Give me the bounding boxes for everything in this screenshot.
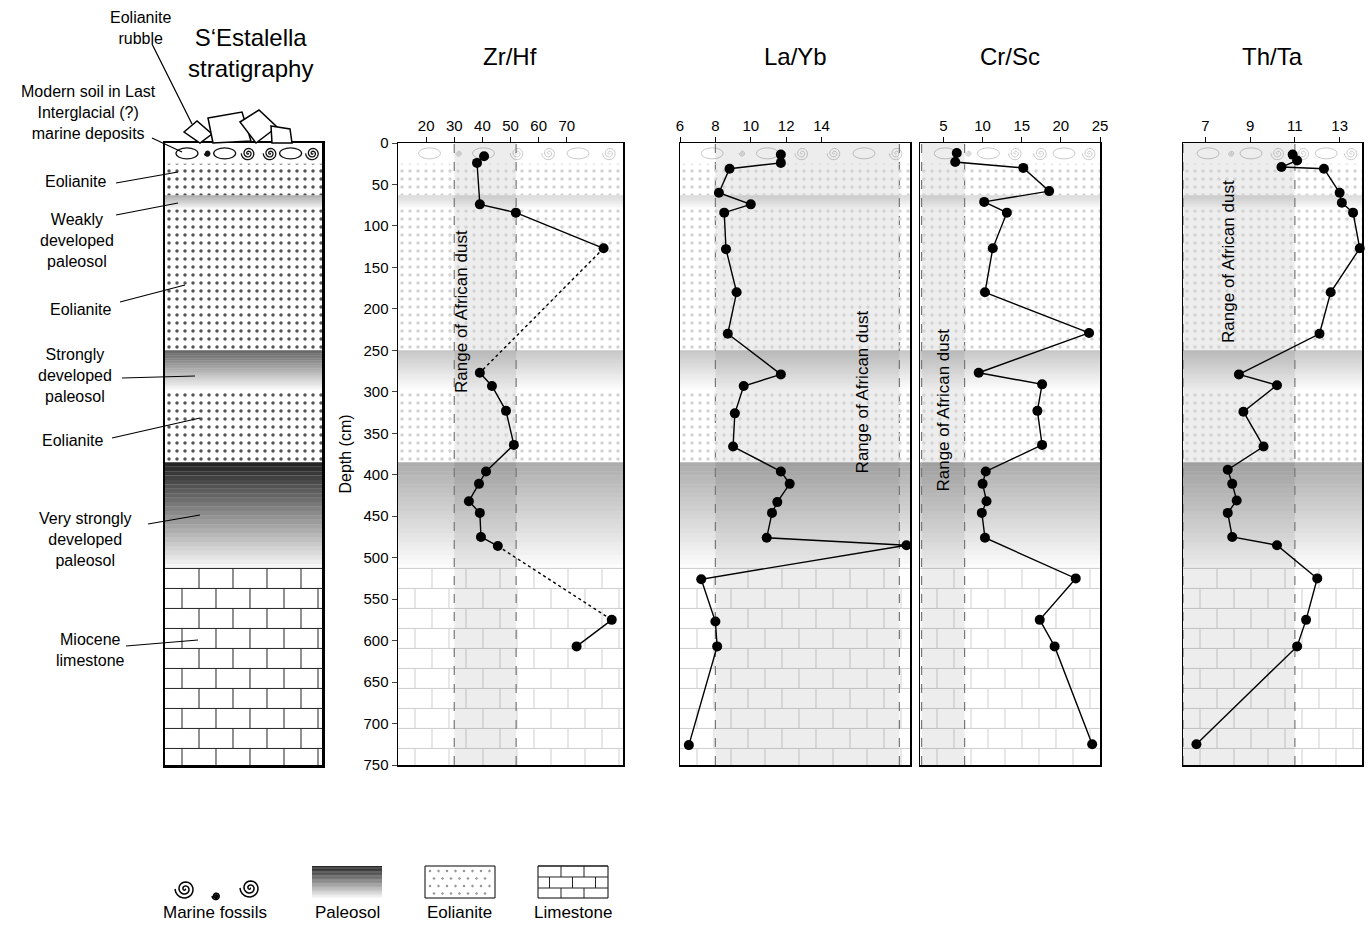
svg-text:550: 550 — [363, 590, 388, 607]
svg-text:Eolianite: Eolianite — [427, 903, 492, 922]
svg-text:400: 400 — [363, 466, 388, 483]
svg-text:20: 20 — [418, 117, 435, 134]
svg-text:Depth (cm): Depth (cm) — [337, 414, 354, 493]
svg-text:Marine fossils: Marine fossils — [163, 903, 267, 922]
svg-text:Range of African dust: Range of African dust — [1219, 180, 1238, 343]
svg-text:Eolianite: Eolianite — [45, 173, 106, 190]
svg-text:5: 5 — [939, 117, 947, 134]
svg-text:Very stronglydevelopedpaleosol: Very stronglydevelopedpaleosol — [39, 510, 131, 569]
svg-text:8: 8 — [711, 117, 719, 134]
svg-text:30: 30 — [446, 117, 463, 134]
svg-text:100: 100 — [363, 217, 388, 234]
svg-text:25: 25 — [1092, 117, 1109, 134]
svg-text:50: 50 — [372, 176, 389, 193]
svg-text:700: 700 — [363, 715, 388, 732]
svg-text:La/Yb: La/Yb — [764, 43, 827, 70]
svg-text:Stronglydevelopedpaleosol: Stronglydevelopedpaleosol — [38, 346, 112, 405]
svg-text:Weaklydevelopedpaleosol: Weaklydevelopedpaleosol — [40, 211, 114, 270]
svg-text:6: 6 — [676, 117, 684, 134]
svg-text:300: 300 — [363, 383, 388, 400]
svg-text:60: 60 — [530, 117, 547, 134]
svg-text:150: 150 — [363, 259, 388, 276]
svg-text:Paleosol: Paleosol — [315, 903, 380, 922]
svg-text:250: 250 — [363, 342, 388, 359]
svg-text:650: 650 — [363, 673, 388, 690]
svg-text:Range of African dust: Range of African dust — [853, 311, 872, 474]
svg-text:13: 13 — [1331, 117, 1348, 134]
svg-text:14: 14 — [813, 117, 830, 134]
svg-text:12: 12 — [778, 117, 795, 134]
svg-text:Range of African dust: Range of African dust — [452, 230, 471, 393]
svg-text:50: 50 — [502, 117, 519, 134]
svg-text:10: 10 — [974, 117, 991, 134]
svg-text:350: 350 — [363, 425, 388, 442]
svg-text:10: 10 — [742, 117, 759, 134]
svg-text:Cr/Sc: Cr/Sc — [980, 43, 1040, 70]
svg-text:450: 450 — [363, 507, 388, 524]
svg-text:200: 200 — [363, 300, 388, 317]
svg-text:15: 15 — [1013, 117, 1030, 134]
svg-text:20: 20 — [1053, 117, 1070, 134]
svg-text:9: 9 — [1246, 117, 1254, 134]
svg-text:Eolianite: Eolianite — [42, 432, 103, 449]
svg-text:600: 600 — [363, 632, 388, 649]
svg-text:Limestone: Limestone — [534, 903, 612, 922]
svg-text:500: 500 — [363, 549, 388, 566]
svg-text:0: 0 — [380, 134, 388, 151]
svg-text:Th/Ta: Th/Ta — [1242, 43, 1303, 70]
svg-text:Eolianite: Eolianite — [50, 301, 111, 318]
svg-text:70: 70 — [558, 117, 575, 134]
svg-text:7: 7 — [1201, 117, 1209, 134]
svg-text:Range of African dust: Range of African dust — [934, 329, 953, 492]
svg-text:750: 750 — [363, 756, 388, 773]
svg-text:Modern soil in LastInterglacia: Modern soil in LastInterglacial (?)marin… — [21, 83, 156, 142]
svg-text:11: 11 — [1287, 117, 1303, 134]
svg-text:Eolianiterubble: Eolianiterubble — [110, 9, 171, 47]
svg-text:S‘Estalellastratigraphy: S‘Estalellastratigraphy — [188, 24, 313, 82]
svg-text:40: 40 — [474, 117, 491, 134]
svg-text:Miocenelimestone: Miocenelimestone — [56, 631, 125, 669]
svg-text:Zr/Hf: Zr/Hf — [483, 43, 537, 70]
